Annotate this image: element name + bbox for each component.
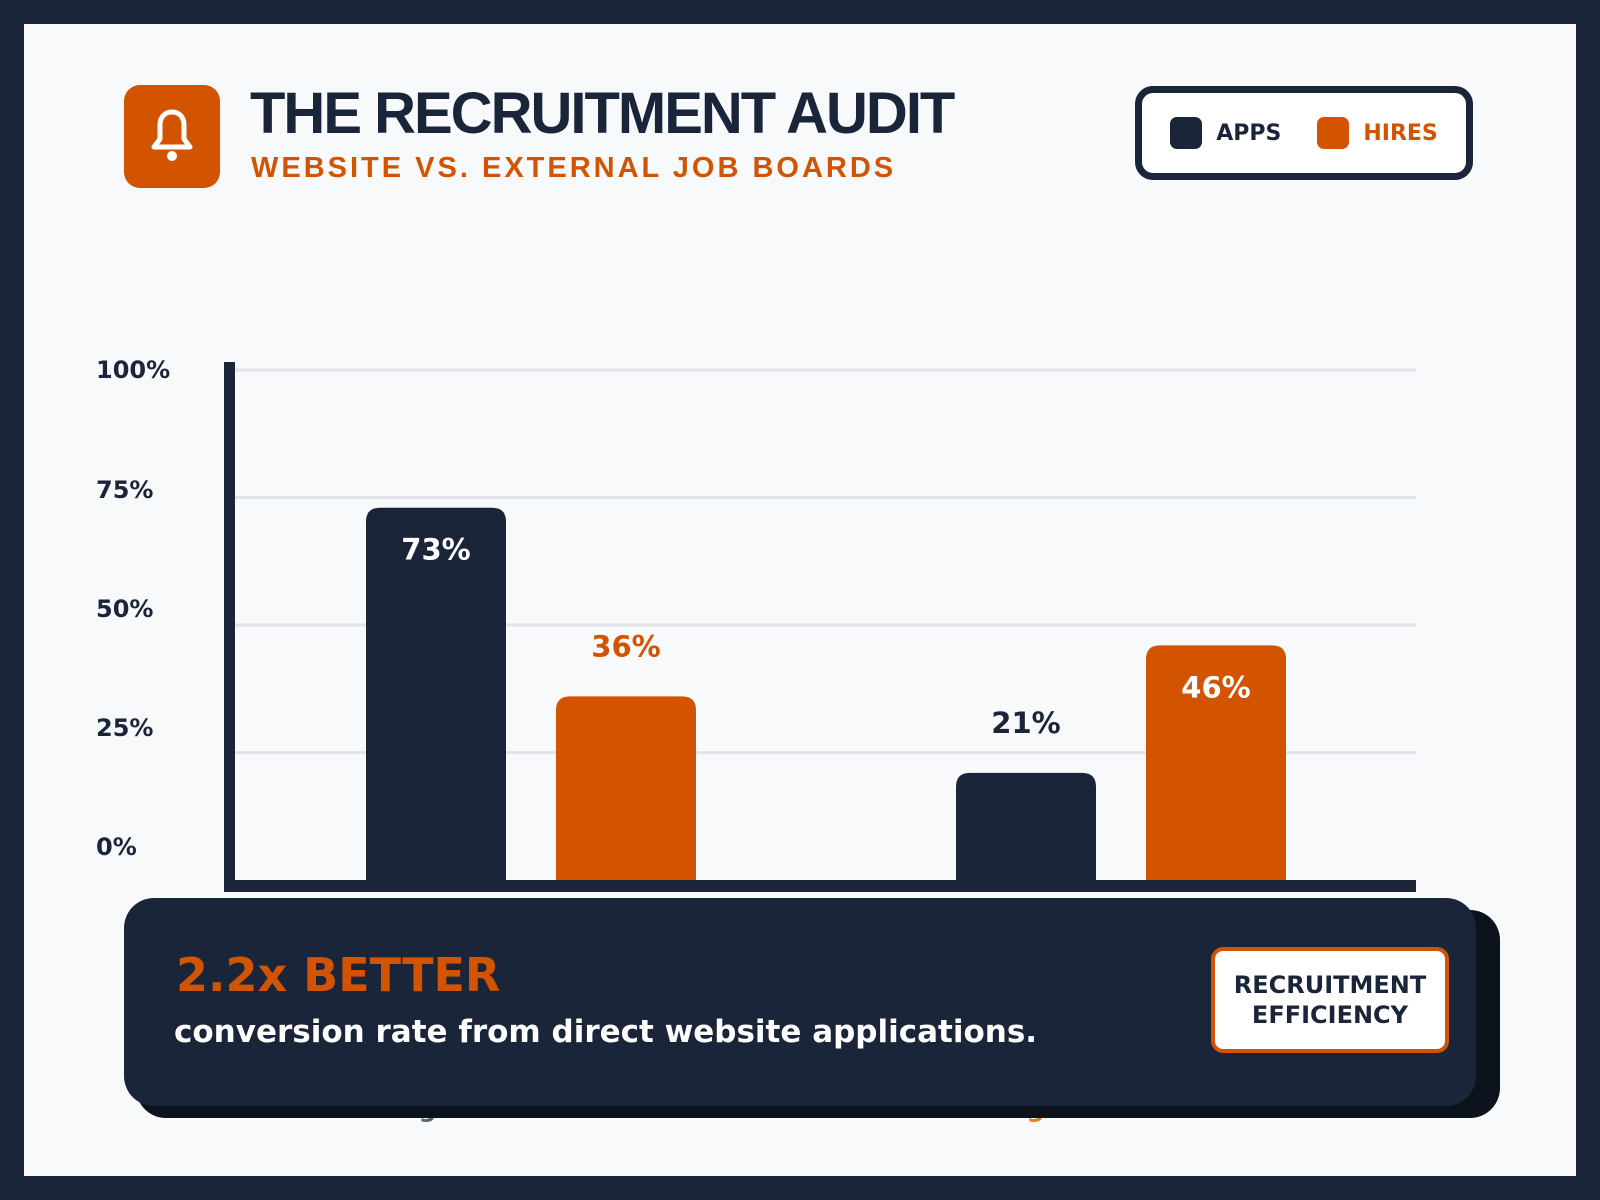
summary-banner: 2.2x BETTER conversion rate from direct … <box>124 898 1476 1106</box>
bar-hires <box>556 696 696 880</box>
bell-icon <box>151 109 193 161</box>
page-title: THE RECRUITMENT AUDIT <box>250 81 955 146</box>
legend-item-apps: APPS <box>1170 117 1281 149</box>
y-tick-label: 0% <box>96 833 137 861</box>
data-label: 36% <box>591 629 660 663</box>
badge-line: EFFICIENCY <box>1251 1001 1409 1029</box>
y-tick-label: 100% <box>96 356 170 384</box>
chart-legend: APPS HIRES <box>1135 86 1473 180</box>
y-tick-label: 50% <box>96 595 153 623</box>
logo-badge <box>124 85 220 188</box>
legend-item-hires: HIRES <box>1317 117 1438 149</box>
x-axis-line <box>224 880 1416 892</box>
legend-swatch <box>1317 117 1350 149</box>
efficiency-badge: RECRUITMENT EFFICIENCY <box>1211 947 1449 1053</box>
y-tick-label: 75% <box>96 476 153 504</box>
data-label: 46% <box>1181 670 1250 704</box>
legend-label: HIRES <box>1363 120 1438 146</box>
bar-apps <box>956 772 1096 880</box>
legend-label: APPS <box>1216 120 1282 146</box>
infographic-card: 0%25%50%75%100%73%36%High Noise Volume21… <box>24 24 1576 1176</box>
bar-hires <box>1146 645 1286 880</box>
badge-line: RECRUITMENT <box>1233 971 1427 999</box>
data-label: 21% <box>991 706 1060 740</box>
banner-text: conversion rate from direct website appl… <box>174 1014 1038 1050</box>
page-subtitle: WEBSITE VS. EXTERNAL JOB BOARDS <box>251 152 897 184</box>
data-label: 73% <box>401 533 470 567</box>
bar-apps <box>366 507 506 880</box>
y-tick-label: 25% <box>96 714 153 742</box>
banner-headline: 2.2x BETTER <box>176 948 501 1002</box>
y-axis-line <box>224 362 235 892</box>
legend-swatch <box>1170 117 1203 149</box>
